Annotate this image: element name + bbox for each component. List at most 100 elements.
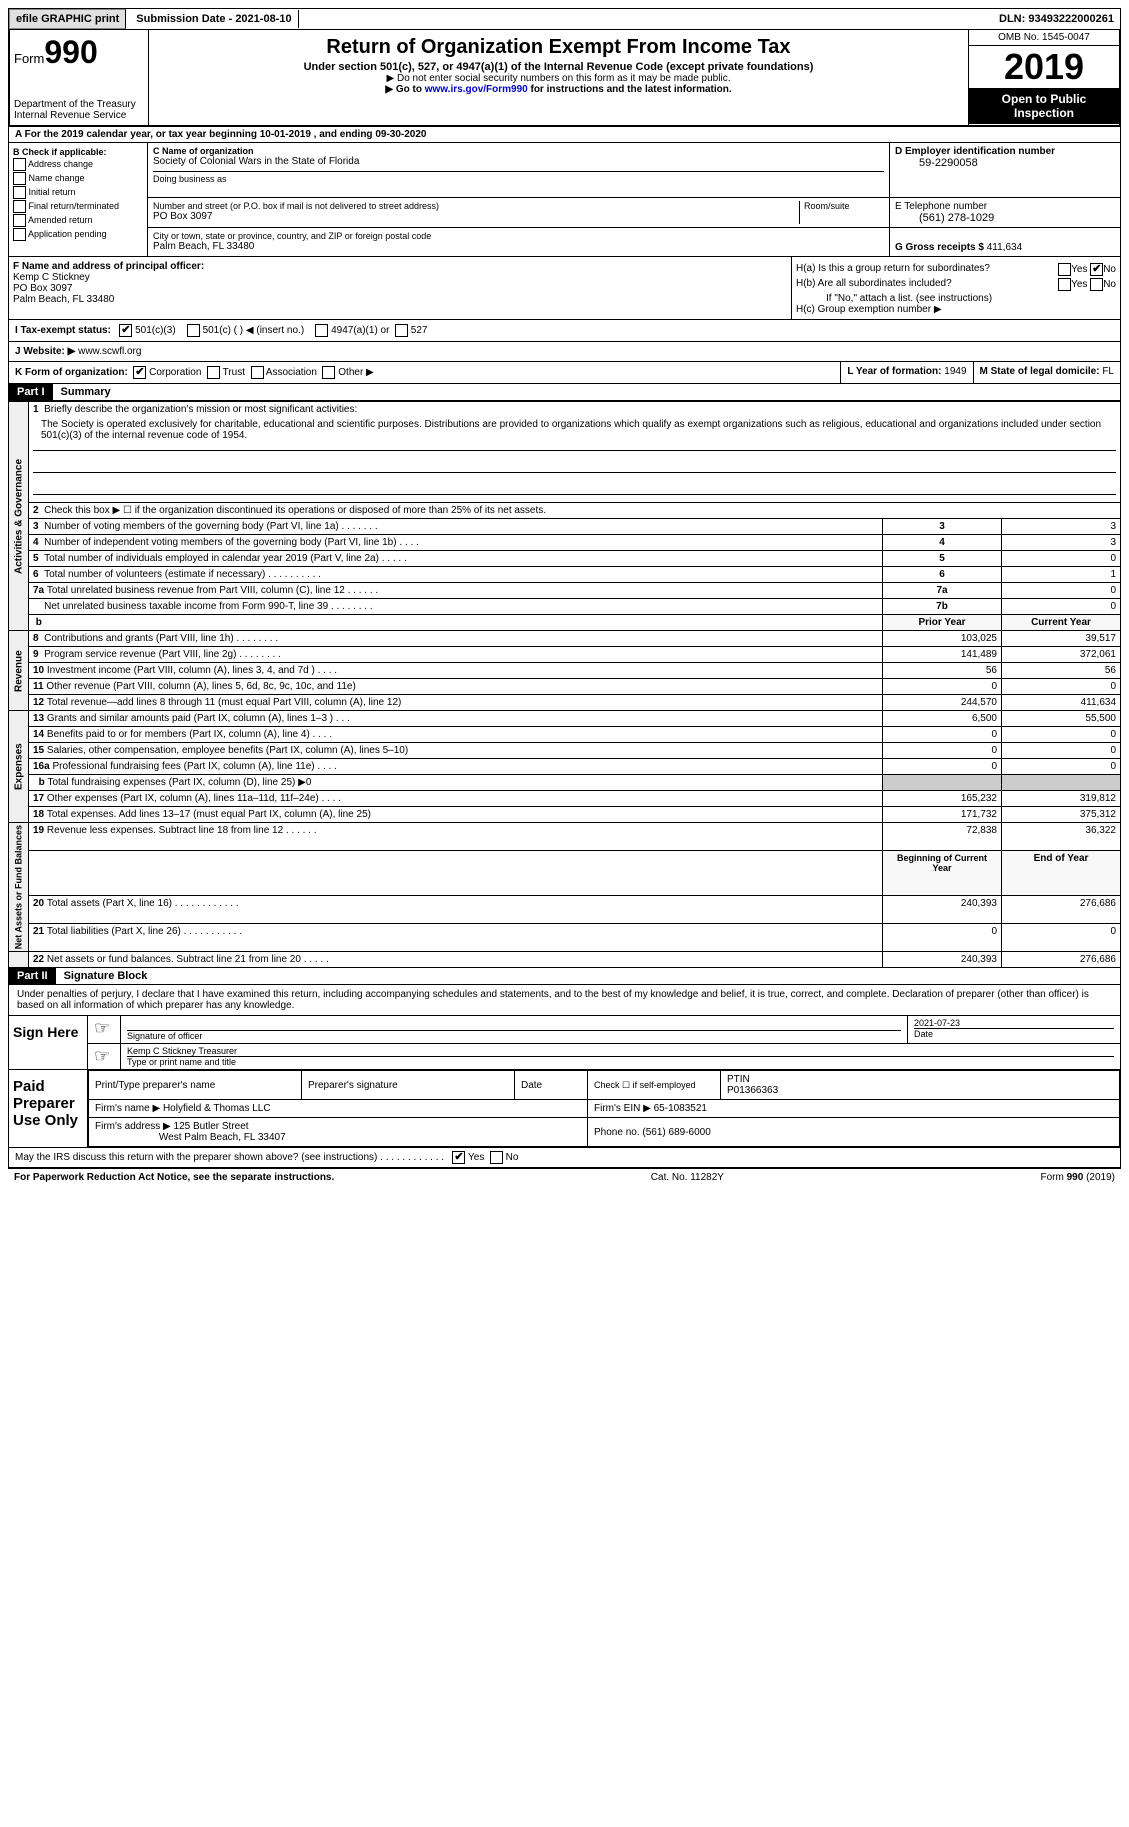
officer-addr2: Palm Beach, FL 33480 bbox=[13, 294, 114, 305]
sign-here-label: Sign Here bbox=[9, 1016, 88, 1069]
row-k-lm: K Form of organization: ✔ Corporation Tr… bbox=[8, 362, 1121, 384]
line13: Grants and similar amounts paid (Part IX… bbox=[47, 713, 350, 724]
cb-4947[interactable]: 4947(a)(1) or bbox=[331, 325, 389, 336]
firm-ein-label: Firm's EIN ▶ bbox=[594, 1103, 651, 1114]
ein-label: D Employer identification number bbox=[895, 146, 1055, 157]
form-label: Form bbox=[14, 51, 44, 66]
part2-header-row: Part II Signature Block bbox=[8, 968, 1121, 985]
cb-assoc[interactable]: Association bbox=[266, 367, 317, 378]
l18p: 171,732 bbox=[883, 807, 1002, 823]
line19: Revenue less expenses. Subtract line 18 … bbox=[47, 825, 317, 836]
self-employed-check[interactable]: Check ☐ if self-employed bbox=[588, 1071, 721, 1100]
l14c: 0 bbox=[1002, 727, 1121, 743]
row-a-tax-year: A For the 2019 calendar year, or tax yea… bbox=[8, 127, 1121, 143]
note2-pre: ▶ Go to bbox=[385, 84, 424, 95]
cb-501c3[interactable]: 501(c)(3) bbox=[135, 325, 176, 336]
footer-left: For Paperwork Reduction Act Notice, see … bbox=[14, 1172, 334, 1183]
line3: Number of voting members of the governin… bbox=[44, 521, 378, 532]
cb-name-change[interactable]: Name change bbox=[29, 173, 85, 183]
l11c: 0 bbox=[1002, 679, 1121, 695]
q2-text: Check this box ▶ ☐ if the organization d… bbox=[44, 505, 546, 516]
firm-phone-label: Phone no. bbox=[594, 1127, 640, 1138]
l16ap: 0 bbox=[883, 759, 1002, 775]
form-number: 990 bbox=[44, 34, 97, 70]
l19c: 36,322 bbox=[1002, 823, 1121, 851]
l8c: 39,517 bbox=[1002, 631, 1121, 647]
cb-trust[interactable]: Trust bbox=[223, 367, 245, 378]
cb-amended[interactable]: Amended return bbox=[28, 215, 93, 225]
ein-value: 59-2290058 bbox=[895, 157, 1115, 169]
cb-address-change[interactable]: Address change bbox=[28, 159, 93, 169]
cb-corp[interactable]: Corporation bbox=[149, 367, 201, 378]
l22p: 240,393 bbox=[883, 952, 1002, 968]
l12c: 411,634 bbox=[1002, 695, 1121, 711]
officer-name: Kemp C Stickney bbox=[13, 272, 90, 283]
form-title: Return of Organization Exempt From Incom… bbox=[153, 36, 964, 59]
cb-initial-return[interactable]: Initial return bbox=[29, 187, 76, 197]
firm-phone: (561) 689-6000 bbox=[642, 1127, 710, 1138]
officer-addr1: PO Box 3097 bbox=[13, 283, 72, 294]
cb-app-pending[interactable]: Application pending bbox=[28, 229, 107, 239]
tax-year: 2019 bbox=[969, 46, 1119, 88]
mission-text: The Society is operated exclusively for … bbox=[33, 415, 1116, 445]
phone-label: E Telephone number bbox=[895, 201, 1115, 212]
l10c: 56 bbox=[1002, 663, 1121, 679]
type-name-label: Type or print name and title bbox=[127, 1056, 1114, 1067]
q1-label: Briefly describe the organization's miss… bbox=[44, 404, 357, 415]
discuss-question: May the IRS discuss this return with the… bbox=[15, 1152, 444, 1163]
l22c: 276,686 bbox=[1002, 952, 1121, 968]
line5: Total number of individuals employed in … bbox=[44, 553, 407, 564]
side-revenue: Revenue bbox=[9, 631, 29, 711]
room-label: Room/suite bbox=[799, 201, 884, 224]
l12p: 244,570 bbox=[883, 695, 1002, 711]
line16a: Professional fundraising fees (Part IX, … bbox=[52, 761, 336, 772]
l17c: 319,812 bbox=[1002, 791, 1121, 807]
line14: Benefits paid to or for members (Part IX… bbox=[47, 729, 332, 740]
gross-label: G Gross receipts $ bbox=[895, 242, 984, 253]
addr-label: Number and street (or P.O. box if mail i… bbox=[153, 201, 799, 211]
l13c: 55,500 bbox=[1002, 711, 1121, 727]
domicile: FL bbox=[1102, 366, 1114, 377]
note-ssn: ▶ Do not enter social security numbers o… bbox=[153, 73, 964, 84]
cb-527[interactable]: 527 bbox=[411, 325, 428, 336]
org-name: Society of Colonial Wars in the State of… bbox=[153, 156, 884, 167]
cb-final-return[interactable]: Final return/terminated bbox=[29, 201, 120, 211]
l9p: 141,489 bbox=[883, 647, 1002, 663]
cb-other[interactable]: Other ▶ bbox=[338, 367, 373, 378]
line15: Salaries, other compensation, employee b… bbox=[47, 745, 408, 756]
firm-name-label: Firm's name ▶ bbox=[95, 1103, 160, 1114]
l13p: 6,500 bbox=[883, 711, 1002, 727]
line11: Other revenue (Part VIII, column (A), li… bbox=[46, 681, 355, 692]
form-org-label: K Form of organization: bbox=[15, 367, 128, 378]
dln: DLN: 93493222000261 bbox=[993, 10, 1120, 28]
sig-officer-label: Signature of officer bbox=[127, 1030, 901, 1041]
line18: Total expenses. Add lines 13–17 (must eq… bbox=[47, 809, 371, 820]
l20p: 240,393 bbox=[883, 895, 1002, 923]
l21c: 0 bbox=[1002, 923, 1121, 951]
l16ac: 0 bbox=[1002, 759, 1121, 775]
line12: Total revenue—add lines 8 through 11 (mu… bbox=[47, 697, 401, 708]
line10: Investment income (Part VIII, column (A)… bbox=[47, 665, 337, 676]
efile-print-button[interactable]: efile GRAPHIC print bbox=[9, 9, 126, 29]
side-netassets: Net Assets or Fund Balances bbox=[9, 823, 29, 952]
l8p: 103,025 bbox=[883, 631, 1002, 647]
irs-link[interactable]: www.irs.gov/Form990 bbox=[425, 84, 528, 95]
preparer-table: Print/Type preparer's name Preparer's si… bbox=[88, 1070, 1120, 1147]
line3-val: 3 bbox=[1002, 519, 1121, 535]
officer-printed-name: Kemp C Stickney Treasurer bbox=[127, 1046, 237, 1056]
part2-title: Signature Block bbox=[56, 968, 156, 984]
website-label: J Website: ▶ bbox=[15, 346, 75, 357]
l14p: 0 bbox=[883, 727, 1002, 743]
form-subtitle: Under section 501(c), 527, or 4947(a)(1)… bbox=[153, 61, 964, 73]
cb-501c[interactable]: 501(c) ( ) ◀ (insert no.) bbox=[203, 325, 305, 336]
ha-label: H(a) Is this a group return for subordin… bbox=[796, 263, 990, 276]
line22: Net assets or fund balances. Subtract li… bbox=[47, 954, 329, 965]
side-expenses: Expenses bbox=[9, 711, 29, 823]
l15c: 0 bbox=[1002, 743, 1121, 759]
l19p: 72,838 bbox=[883, 823, 1002, 851]
part2-badge: Part II bbox=[9, 968, 56, 984]
line6: Total number of volunteers (estimate if … bbox=[44, 569, 321, 580]
firm-city: West Palm Beach, FL 33407 bbox=[159, 1132, 286, 1143]
side-activities: Activities & Governance bbox=[9, 402, 29, 631]
part1-header-row: Part I Summary bbox=[8, 384, 1121, 401]
